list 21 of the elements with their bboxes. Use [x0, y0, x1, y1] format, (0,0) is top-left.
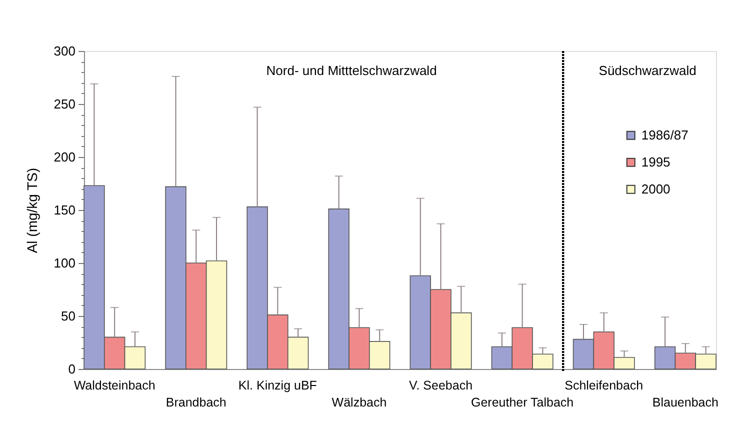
- y-tick-label: 200: [54, 150, 76, 164]
- x-tick-label: Blauenbach: [652, 396, 718, 410]
- x-tick-label: Kl. Kinzig uBF: [238, 378, 318, 392]
- annotation: Südschwarzwald: [598, 63, 696, 78]
- legend-label: 1995: [641, 154, 670, 170]
- y-tick-label: 0: [68, 362, 76, 376]
- y-tick-label: 300: [54, 44, 76, 58]
- annotation: Nord- und Mitttelschwarzwald: [266, 63, 437, 78]
- y-tick-label: 50: [61, 308, 76, 324]
- y-axis-title: Al (mg/kg TS): [24, 168, 40, 254]
- x-tick-label: Gereuther Talbach: [471, 396, 574, 410]
- legend-label: 2000: [641, 181, 670, 196]
- x-tick-label: Waldsteinbach: [74, 378, 156, 392]
- x-tick-label: Wälzbach: [332, 396, 387, 410]
- x-tick-label: V. Seebach: [409, 378, 473, 392]
- x-tick-label: Schleifenbach: [564, 378, 644, 392]
- legend-label: 1986/87: [641, 127, 688, 142]
- y-tick-label: 150: [54, 202, 76, 218]
- y-tick-label: 250: [54, 96, 76, 112]
- x-tick-label: Brandbach: [166, 396, 226, 410]
- y-tick-label: 100: [54, 256, 76, 270]
